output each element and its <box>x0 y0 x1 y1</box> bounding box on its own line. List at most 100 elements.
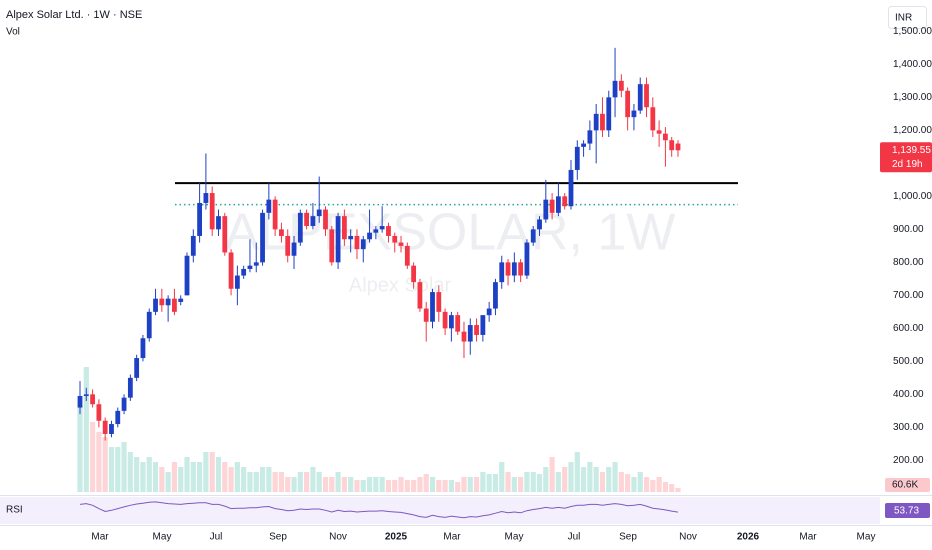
candle-body <box>172 298 177 312</box>
volume-bar <box>436 480 442 492</box>
volume-bar <box>417 477 423 492</box>
candle-body <box>436 292 442 312</box>
rsi-line <box>79 501 679 519</box>
volume-bar <box>618 472 624 492</box>
candle-body <box>530 229 536 243</box>
volume-tag <box>885 478 930 492</box>
candle-body <box>669 140 675 151</box>
volume-bar <box>253 472 259 492</box>
price-tag <box>880 142 932 173</box>
candle-body <box>297 212 303 243</box>
candle-body <box>83 394 89 396</box>
volume-bar <box>669 484 675 492</box>
rsi-label: RSI <box>6 505 23 516</box>
candle-body <box>430 292 435 322</box>
candle-body <box>543 199 549 220</box>
volume-bar <box>247 472 253 492</box>
candle-body <box>574 146 580 170</box>
candle-body <box>335 216 341 263</box>
volume-bar <box>385 480 392 492</box>
volume-bar <box>266 467 272 492</box>
candle-body <box>247 265 253 269</box>
volume-bar <box>379 477 385 492</box>
candle-body <box>341 216 347 240</box>
volume-bar <box>316 472 322 492</box>
volume-bar <box>650 480 656 492</box>
volume-bar <box>656 477 662 492</box>
candle-body <box>329 229 335 263</box>
volume-bar <box>178 467 184 492</box>
candle-body <box>474 325 479 335</box>
candle-body <box>625 90 631 118</box>
y-tick-label: 1,000.00 <box>893 191 932 202</box>
candle-body <box>505 262 511 276</box>
candle-body <box>637 84 643 111</box>
candle-body <box>373 229 379 233</box>
last-volume: 60.6K <box>892 480 918 491</box>
volume-bar <box>83 367 89 492</box>
candle-body <box>90 394 95 405</box>
candle-body <box>197 202 202 236</box>
volume-bar <box>467 477 473 492</box>
candle-body <box>556 196 561 213</box>
volume-bar <box>524 472 530 492</box>
volume-bar <box>455 482 461 492</box>
candle-body <box>379 226 385 230</box>
volume-bar <box>209 452 215 492</box>
volume-bar <box>278 472 285 492</box>
candle-body <box>209 193 215 230</box>
x-tick-label: Mar <box>91 532 109 543</box>
candle-body <box>121 397 127 411</box>
candle-body <box>562 196 568 207</box>
candle-body <box>600 113 605 131</box>
volume-bar <box>322 477 329 492</box>
volume-bar <box>77 407 83 492</box>
volume-bar <box>499 462 505 492</box>
candle-body <box>190 235 196 256</box>
volume-label: Vol <box>6 27 20 38</box>
volume-bar <box>429 477 436 492</box>
candle-body <box>178 298 184 302</box>
volume-bar <box>234 462 240 492</box>
candle-body <box>461 331 467 342</box>
volume-bar <box>215 457 222 492</box>
rsi-panel <box>0 497 880 524</box>
candle-body <box>448 315 454 329</box>
candle-body <box>493 282 498 309</box>
y-tick-label: 800.00 <box>893 257 924 268</box>
volume-bar <box>241 467 247 492</box>
volume-bar <box>423 474 429 492</box>
candle-body <box>480 315 486 335</box>
x-tick-label: May <box>505 532 524 543</box>
currency-box[interactable] <box>888 6 927 29</box>
watermark-name: Alpex Solar <box>349 274 452 296</box>
volume-bar <box>473 477 480 492</box>
candle-body <box>253 262 259 266</box>
candle-body <box>323 209 328 230</box>
candle-body <box>134 358 140 378</box>
candle-body <box>222 216 228 253</box>
x-tick-label: 2025 <box>385 532 408 543</box>
candle-body <box>386 226 391 236</box>
volume-bar <box>505 472 511 492</box>
candle-body <box>423 308 429 322</box>
volume-bar <box>480 472 486 492</box>
volume-bar <box>486 474 492 492</box>
volume-bar <box>411 480 417 492</box>
volume-bar <box>329 477 335 492</box>
volume-bar <box>593 467 599 492</box>
candle-body <box>266 199 272 213</box>
volume-bar <box>121 442 127 492</box>
volume-bar <box>543 467 549 492</box>
candle-body <box>96 404 102 421</box>
y-tick-label: 1,300.00 <box>893 92 932 103</box>
volume-bar <box>549 457 555 492</box>
volume-bar <box>366 477 373 492</box>
candle-body <box>467 325 473 342</box>
volume-bar <box>404 480 410 492</box>
candle-body <box>241 268 247 276</box>
volume-bar <box>536 474 543 492</box>
volume-bar <box>89 422 96 492</box>
candle-body <box>272 199 278 230</box>
x-tick-label: Mar <box>799 532 817 543</box>
